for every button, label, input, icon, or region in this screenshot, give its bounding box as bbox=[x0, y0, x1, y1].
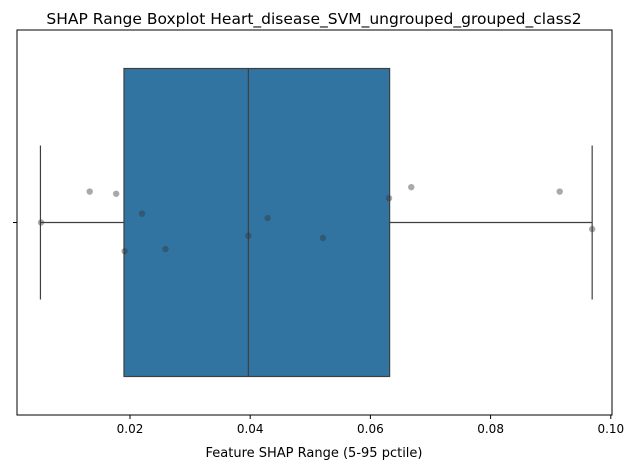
plot-area bbox=[37, 67, 596, 378]
data-point bbox=[138, 210, 146, 217]
x-axis: 0.02 0.04 0.06 0.08 0.10 bbox=[117, 415, 624, 436]
x-tick-label: 0.08 bbox=[477, 422, 504, 436]
data-point bbox=[112, 190, 120, 197]
x-tick-label: 0.06 bbox=[357, 422, 384, 436]
data-point bbox=[385, 194, 393, 202]
chart-title: SHAP Range Boxplot Heart_disease_SVM_ung… bbox=[46, 10, 581, 29]
data-point bbox=[162, 245, 169, 253]
data-point bbox=[264, 214, 271, 222]
x-tick-label: 0.04 bbox=[237, 422, 264, 436]
data-point bbox=[86, 188, 93, 195]
data-point bbox=[588, 225, 596, 233]
data-point bbox=[408, 183, 415, 191]
x-axis-label: Feature SHAP Range (5-95 pctile) bbox=[206, 446, 423, 461]
data-point bbox=[245, 232, 252, 239]
data-point bbox=[121, 248, 128, 255]
x-tick-label: 0.10 bbox=[597, 422, 624, 436]
x-tick-label: 0.02 bbox=[117, 422, 144, 436]
data-point bbox=[556, 188, 563, 195]
data-point bbox=[37, 219, 45, 226]
data-point bbox=[319, 234, 327, 242]
iqr-box bbox=[123, 67, 391, 378]
